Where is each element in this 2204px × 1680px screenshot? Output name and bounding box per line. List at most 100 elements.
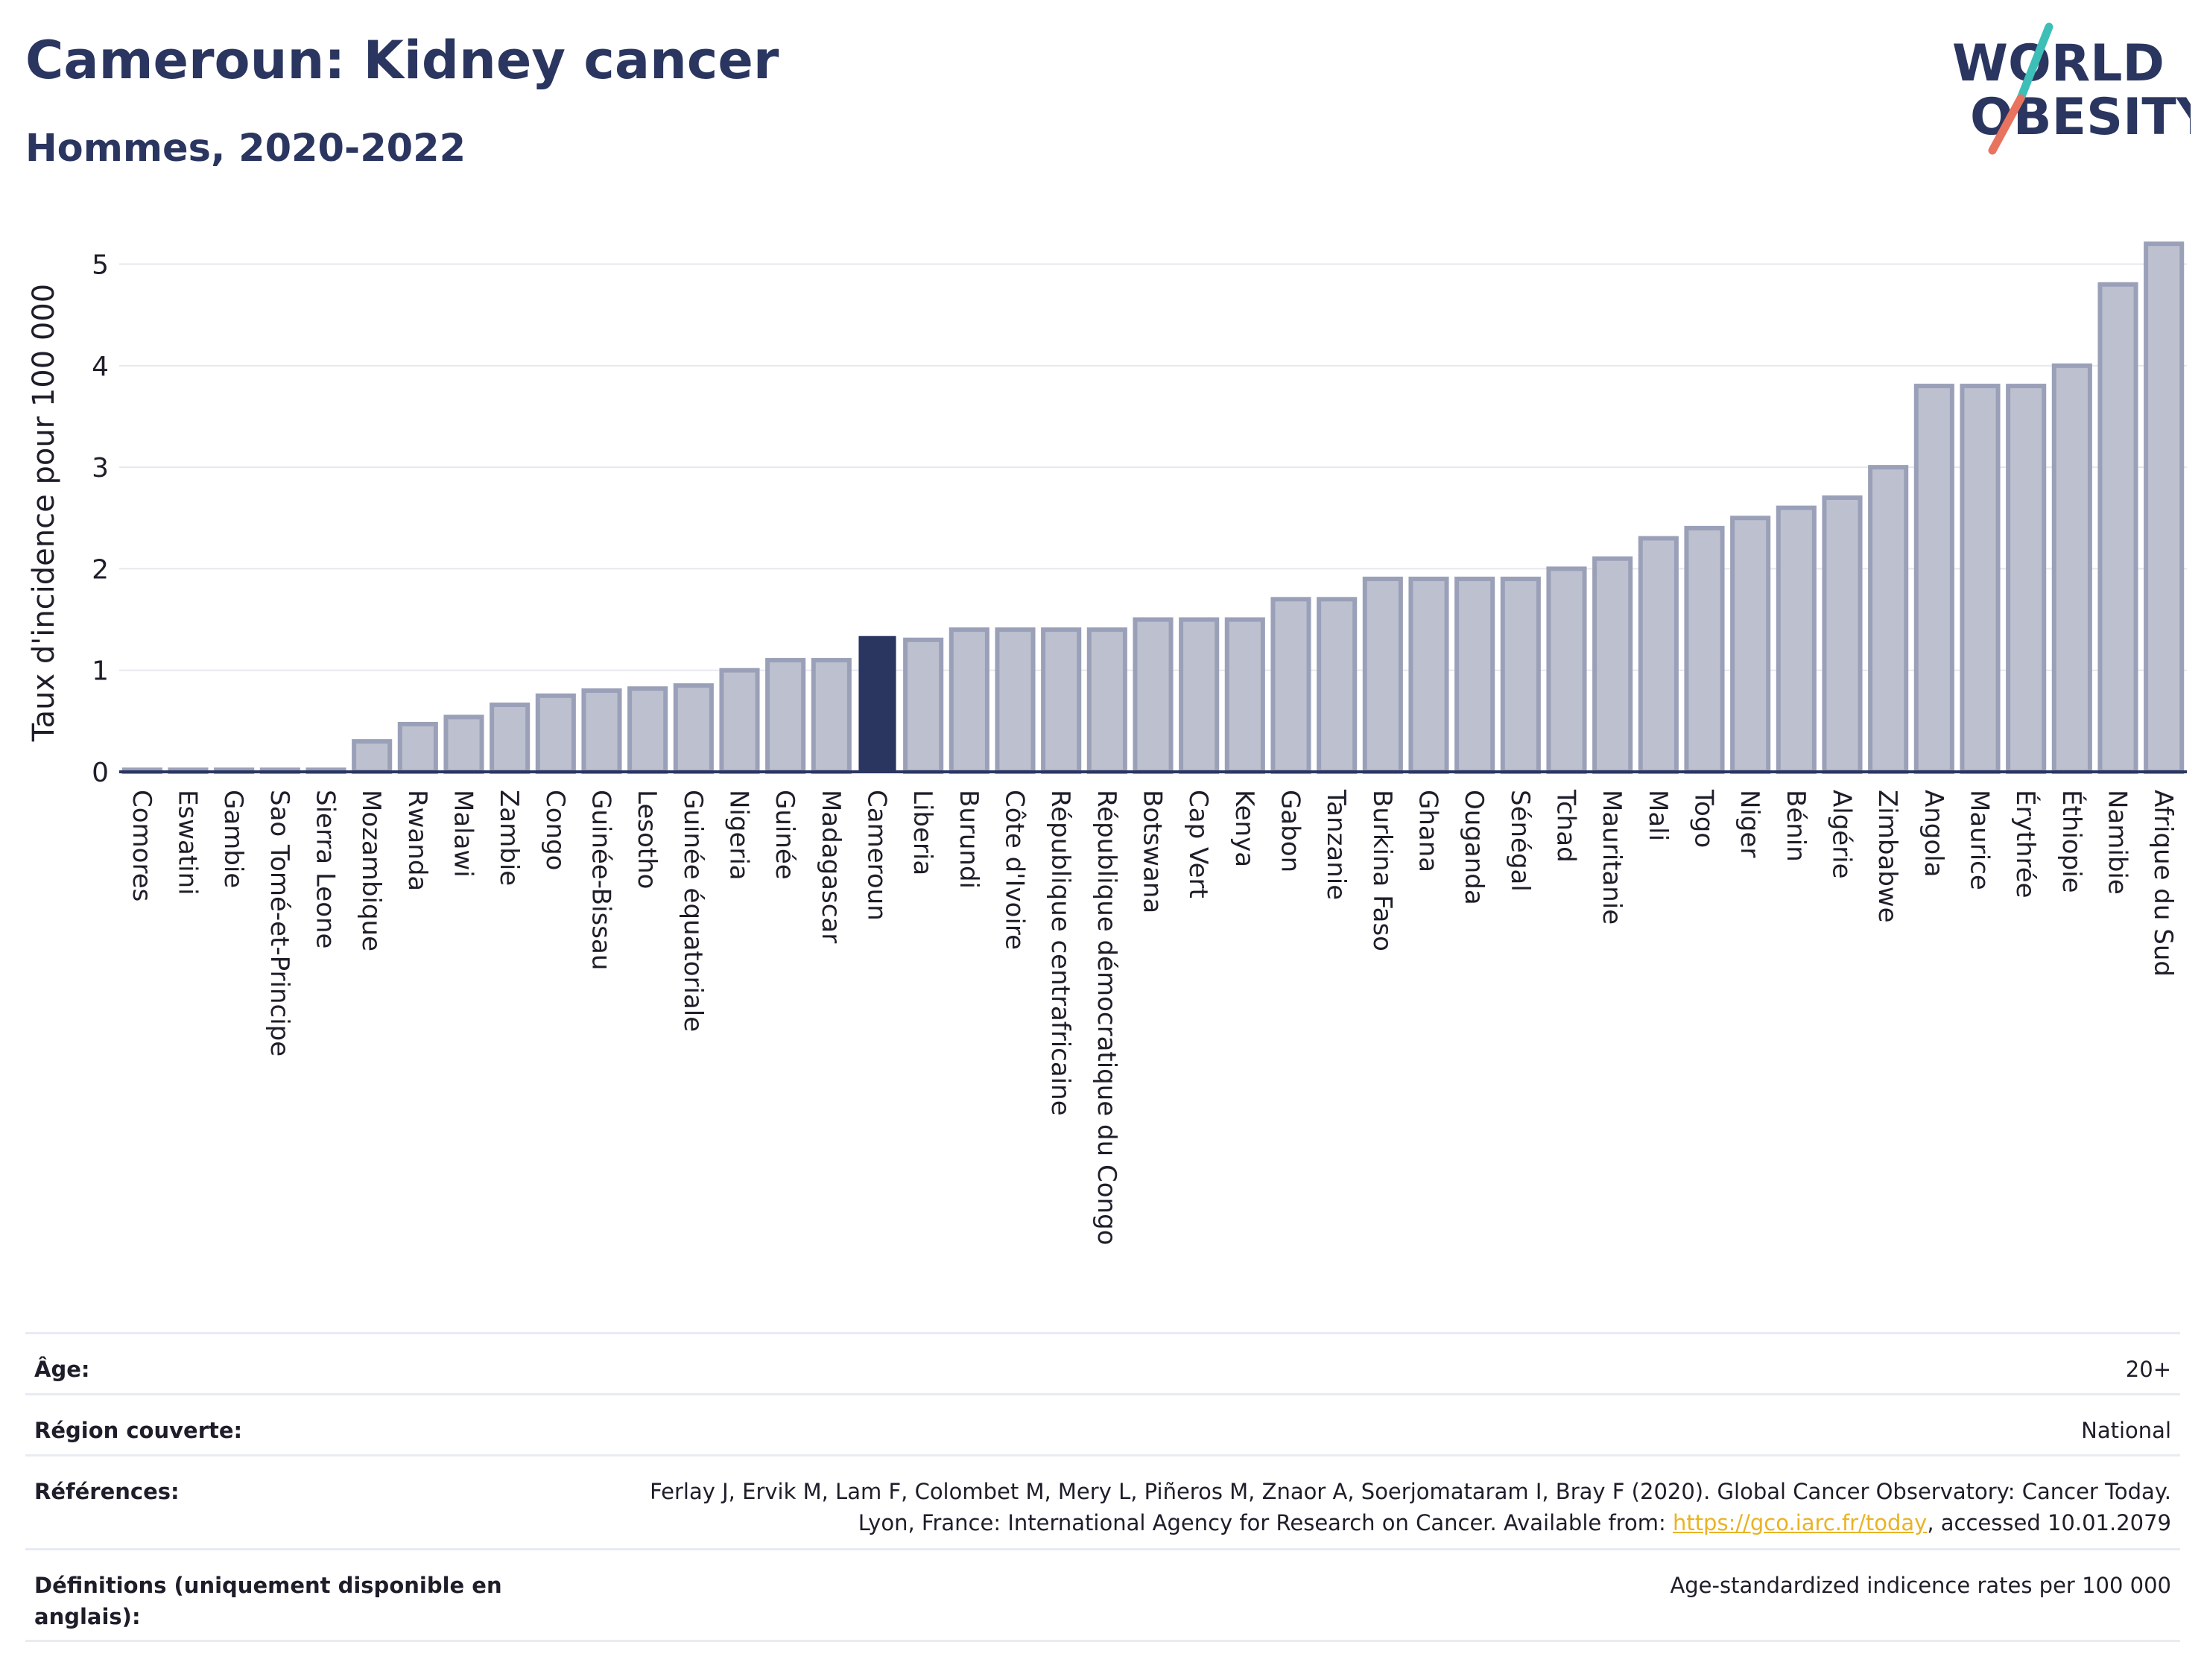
x-tick-label: Rwanda — [402, 790, 432, 891]
bars — [121, 241, 2185, 775]
x-tick-label: Burundi — [954, 790, 984, 889]
x-tick-label: Éthiopie — [2056, 790, 2087, 893]
x-tick-label: Niger — [1735, 790, 1764, 858]
meta-value: Age-standardized indicence rates per 100… — [1670, 1573, 2171, 1598]
bar-c-te-d-ivoire — [995, 627, 1036, 774]
meta-key: Âge: — [34, 1357, 90, 1382]
reference-text: Ferlay J, Ervik M, Lam F, Colombet M, Me… — [650, 1479, 2171, 1535]
x-tick-label: Tchad — [1551, 789, 1581, 863]
x-tick-label: Algérie — [1827, 790, 1857, 879]
logo-slash-bottom-icon — [1988, 94, 2025, 155]
x-tick-label: Eswatini — [173, 790, 203, 896]
x-tick-label: Afrique du Sud — [2148, 790, 2178, 977]
x-tick-label: Togo — [1689, 789, 1719, 848]
bar-niger — [1730, 516, 1771, 775]
x-tick-label: Kenya — [1229, 790, 1259, 867]
bar-tanzanie — [1317, 597, 1358, 775]
x-tick-labels: Comores Eswatini Gambie Sao Tomé-et-Princip… — [127, 789, 2178, 1245]
x-tick-label: Congo — [540, 790, 570, 870]
x-tick-label: Cap Vert — [1183, 790, 1213, 898]
bar-maurice — [1960, 384, 2001, 774]
x-tick-label: Sénégal — [1505, 790, 1535, 892]
meta-row-region: Région couverte: National — [25, 1393, 2180, 1454]
bar-guin-e — [765, 658, 806, 775]
x-tick-label: Malawi — [449, 790, 478, 878]
y-tick-label: 0 — [92, 758, 109, 788]
bar-guin-e-quatoriale — [673, 683, 714, 774]
x-tick-label: Érythrée — [2010, 790, 2041, 898]
x-tick-label: Tanzanie — [1321, 789, 1351, 900]
meta-value: 20+ — [2125, 1357, 2171, 1382]
x-tick-label: Cameroun — [862, 790, 892, 921]
bar-tchad — [1546, 566, 1587, 774]
bar-burkina-faso — [1362, 577, 1403, 774]
bar-rwanda — [397, 721, 438, 774]
meta-key: Région couverte: — [34, 1418, 243, 1443]
x-tick-label: Ghana — [1413, 790, 1443, 872]
y-tick-label: 3 — [92, 453, 109, 484]
bar-madagascar — [811, 658, 852, 775]
x-tick-label: République centrafricaine — [1045, 790, 1075, 1116]
bar-mauritanie — [1592, 556, 1633, 774]
x-tick-label: Guinée équatoriale — [678, 790, 708, 1032]
bar-chart: 0 1 2 3 4 5 Comores Eswatini Gambie Sao Tomé-et-… — [27, 241, 2187, 1245]
y-tick-labels: 0 1 2 3 4 5 — [92, 250, 109, 788]
bar-mali — [1638, 536, 1679, 774]
bar-cameroun — [858, 635, 896, 773]
meta-key: Références: — [34, 1479, 180, 1504]
bar-guin-e-bissau — [581, 688, 622, 774]
bar-mozambique — [352, 739, 393, 774]
chart-title: Cameroun: Kidney cancer — [25, 30, 779, 91]
x-tick-label: Maurice — [1965, 790, 1995, 890]
logo-line1: WORLD — [1952, 34, 2165, 93]
bar-cap-vert — [1179, 617, 1220, 774]
bar-togo — [1684, 525, 1725, 775]
bar-ouganda — [1454, 577, 1495, 774]
x-tick-label: Botswana — [1138, 790, 1168, 913]
x-tick-label: Guinée-Bissau — [586, 790, 616, 970]
meta-value: Ferlay J, Ervik M, Lam F, Colombet M, Me… — [607, 1476, 2171, 1538]
y-tick-label: 5 — [92, 250, 109, 281]
logo-slash-top-icon — [2016, 22, 2053, 103]
bar-afrique-du-sud — [2144, 241, 2185, 774]
meta-row-definitions: Définitions (uniquement disponible en an… — [25, 1548, 2180, 1642]
x-tick-label: Guinée — [770, 790, 799, 880]
bar-r-publique-d-mocratique-du-congo — [1086, 627, 1127, 774]
x-tick-label: Lesotho — [632, 790, 662, 889]
bar--thiopie — [2051, 363, 2092, 774]
bar-burundi — [949, 627, 989, 774]
x-tick-label: Comores — [127, 790, 156, 901]
world-obesity-logo: WORLD OBESITY — [1952, 22, 2191, 155]
bar-malawi — [443, 714, 484, 775]
bar-s-n-gal — [1500, 577, 1541, 774]
y-tick-label: 2 — [92, 554, 109, 585]
reference-link[interactable]: https://gco.iarc.fr/today — [1672, 1510, 1928, 1535]
meta-row-age: Âge: 20+ — [25, 1332, 2180, 1393]
x-tick-label: République démocratique du Congo — [1092, 790, 1121, 1245]
x-tick-label: Mauritanie — [1597, 790, 1627, 925]
reference-accessed: , accessed 10.01.2079 — [1927, 1510, 2171, 1535]
bar-alg-rie — [1822, 495, 1863, 774]
x-tick-label: Nigeria — [724, 790, 754, 881]
bar-nigeria — [719, 668, 760, 774]
bar-angola — [1913, 384, 1954, 774]
meta-row-references: Références: Ferlay J, Ervik M, Lam F, Co… — [25, 1454, 2180, 1548]
x-tick-label: Mali — [1643, 790, 1673, 841]
bar-lesotho — [627, 686, 668, 775]
x-tick-label: Angola — [1919, 790, 1948, 877]
bar-kenya — [1224, 617, 1265, 774]
x-tick-label: Sao Tomé-et-Principe — [265, 790, 294, 1056]
x-tick-label: Namibie — [2103, 790, 2132, 895]
x-tick-label: Mozambique — [356, 790, 386, 951]
meta-value: National — [2081, 1418, 2171, 1443]
metadata-table: Âge: 20+ Région couverte: National Référ… — [25, 1332, 2180, 1642]
x-tick-label: Zimbabwe — [1872, 790, 1902, 923]
bar-r-publique-centrafricaine — [1041, 627, 1082, 774]
x-tick-label: Ouganda — [1459, 790, 1489, 905]
meta-key: Définitions (uniquement disponible en an… — [34, 1573, 502, 1629]
bar-namibie — [2097, 282, 2138, 774]
bar-gabon — [1270, 597, 1311, 775]
x-tick-label: Gambie — [218, 790, 248, 888]
bar-zambie — [490, 703, 531, 774]
x-tick-label: Madagascar — [816, 790, 846, 943]
